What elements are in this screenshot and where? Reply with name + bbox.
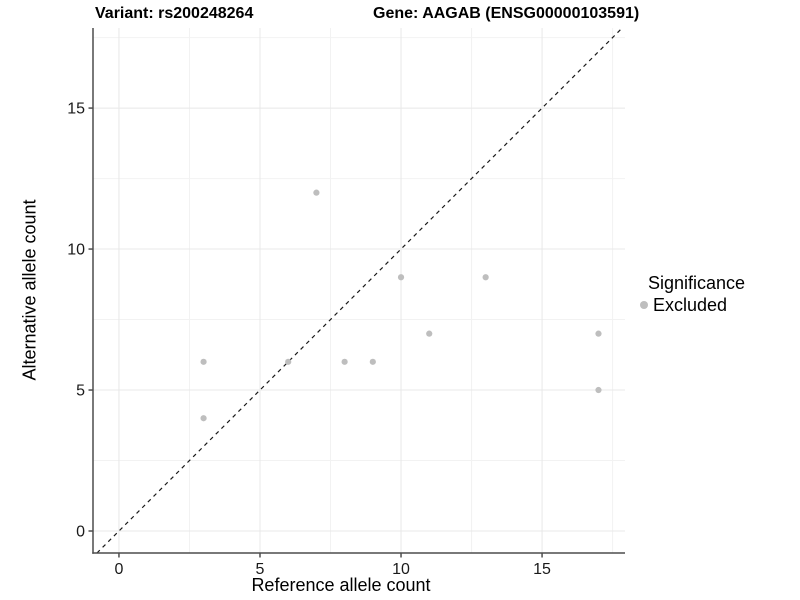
data-point	[482, 274, 489, 281]
data-point	[200, 415, 207, 422]
legend-title: Significance	[648, 273, 746, 293]
data-point	[200, 358, 207, 365]
data-point	[595, 386, 602, 394]
data-point	[369, 358, 376, 365]
y-tick-label: 0	[76, 524, 85, 541]
data-point	[285, 358, 292, 365]
y-tick-label: 5	[76, 383, 85, 400]
y-tick-label: 10	[67, 242, 85, 259]
legend-item-label: Excluded	[653, 295, 728, 315]
plot-title-gene: Gene: AAGAB (ENSG00000103591)	[373, 5, 640, 22]
data-point	[595, 330, 602, 337]
x-tick-label: 15	[533, 561, 551, 578]
x-axis-title: Reference allele count	[251, 575, 431, 595]
x-tick-label: 10	[392, 561, 410, 578]
data-point	[426, 330, 433, 337]
legend-item-excluded: Excluded	[636, 295, 745, 315]
legend-point-icon	[640, 301, 648, 309]
data-point	[313, 189, 320, 196]
legend: Significance Excluded	[636, 273, 745, 315]
plot-title-variant: Variant: rs200248264	[95, 5, 254, 22]
y-tick-label: 15	[67, 101, 85, 118]
identity-line	[96, 27, 623, 554]
x-tick-label: 0	[114, 561, 123, 578]
data-point	[397, 274, 405, 281]
y-axis-title: Alternative allele count	[19, 199, 40, 381]
x-tick-label: 5	[256, 561, 265, 578]
data-point	[341, 358, 348, 365]
